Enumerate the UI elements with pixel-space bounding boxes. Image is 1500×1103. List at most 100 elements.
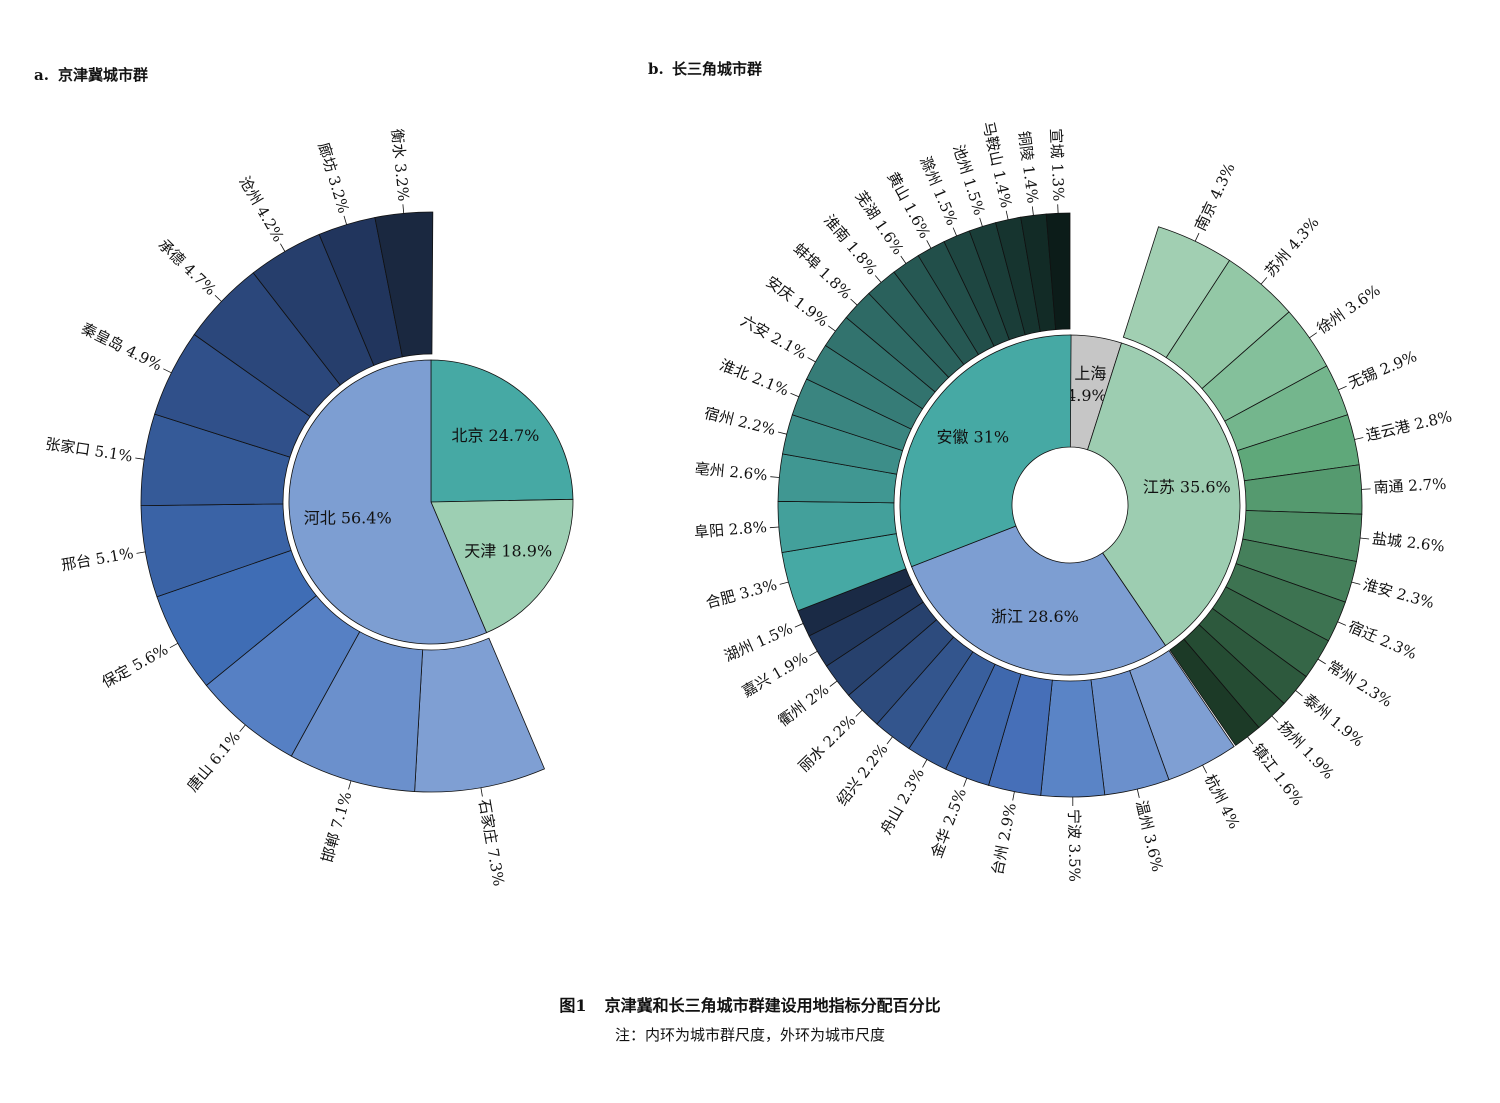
leader-line-e88a9ce6b996	[900, 255, 907, 264]
outer-label-e79fb3e5aeb6e5ba84: 石家庄 7.3%	[475, 798, 508, 888]
leader-line-e59088e882a5	[779, 581, 789, 585]
leader-line-e6b3b0e5b79e	[1295, 690, 1303, 697]
outer-label-e5b8b8e5b79e: 常州 2.3%	[1324, 657, 1395, 711]
outer-label-e6b7aee5ae89: 淮安 2.3%	[1361, 576, 1436, 613]
leader-line-e98791e58d8e	[963, 777, 968, 787]
leader-line-e6b2a7e5b79e	[280, 243, 286, 252]
leader-line-e69dade5b79e	[1202, 765, 1208, 774]
panel-a-sunburst: a. 京津冀城市群 北京 24.7% 天津 18.9% 河北 56.4% 石家庄 7.…	[34, 66, 574, 888]
outer-label-e69dade5b79e: 杭州 4%	[1201, 771, 1244, 831]
outer-slice-e5aea3e59f8e	[1045, 212, 1071, 331]
leader-line-e5aebfe8bf81	[1337, 621, 1347, 626]
outer-label-e9939ce999b5: 铜陵 1.4%	[1015, 130, 1042, 205]
inner-slice-e6b599e6b19f	[911, 525, 1167, 676]
leader-line-e58d97e4baac	[1194, 232, 1200, 242]
leader-line-e79fb3e5aeb6e5ba84	[480, 787, 483, 797]
outer-label-e59490e5b1b1: 唐山 6.1%	[183, 728, 243, 796]
leader-line-e9bb84e5b1b1	[926, 240, 932, 249]
outer-label-e7bb8de585b4: 绍兴 2.2%	[833, 740, 892, 809]
leader-line-e8a1a1e6b0b4	[402, 204, 405, 214]
outer-label-e4bf9de5ae9a: 保定 5.6%	[99, 640, 171, 691]
figure-caption-title: 京津冀和长三角城市群建设用地指标分配百分比	[604, 996, 941, 1015]
leader-line-e99587e6b19f	[1247, 736, 1254, 745]
outer-label-e9a9ace99e8de5b1b1: 马鞍山 1.4%	[979, 120, 1015, 210]
outer-label-e8889fe5b1b1: 舟山 2.3%	[877, 765, 928, 837]
outer-label-e6b7aee58c97: 淮北 2.1%	[717, 356, 791, 400]
leader-line-e8bf9ee4ba91e6b8af	[1354, 437, 1364, 440]
leader-line-e6bb81e5b79e	[952, 227, 957, 237]
inner-label-e5a4a9e6b4a5: 天津 18.9%	[464, 542, 552, 561]
leader-line-e88b8fe5b79e	[1260, 277, 1268, 285]
leader-line-e6b996e5b79e	[794, 623, 804, 628]
outer-label-e59088e882a5: 合肥 3.3%	[704, 576, 779, 613]
leader-line-e5ae89e5ba86	[827, 325, 836, 332]
outer-label-e5ae81e6b3a2: 宁波 3.5%	[1065, 809, 1084, 882]
leader-line-e7bb8de585b4	[886, 736, 893, 745]
outer-label-e88b8fe5b79e: 苏州 4.3%	[1261, 213, 1322, 280]
outer-label-e697a0e994a1: 无锡 2.9%	[1345, 347, 1419, 392]
outer-label-e58fb0e5b79e: 台州 2.9%	[988, 801, 1020, 876]
outer-label-e982a2e58fb0: 邢台 5.1%	[60, 544, 135, 574]
leader-line-e89a8ce59fa0	[850, 298, 858, 306]
panel-a-title: 京津冀城市群	[58, 66, 148, 84]
panel-a-label: a.	[34, 66, 49, 84]
leader-line-e5aebfe5b79e	[777, 431, 787, 435]
leader-line-e982afe983b8	[348, 780, 352, 790]
inner-slice-e5a4a9e6b4a5	[430, 498, 574, 634]
outer-label-e8bf9ee4ba91e6b8af: 连云港 2.8%	[1364, 407, 1454, 444]
outer-label-e8a1a1e6b0b4: 衡水 3.2%	[388, 128, 413, 202]
outer-label-e8a1a2e5b79e: 衢州 2%	[775, 680, 833, 730]
outer-label-e5bb8ae59d8a: 廊坊 3.2%	[314, 140, 352, 215]
panel-b-title: 长三角城市群	[672, 60, 762, 78]
outer-slice-e79fb3e5aeb6e5ba84	[414, 637, 546, 793]
leader-line-e5bb8ae59d8a	[343, 215, 347, 225]
inner-slice-e5ae89e5bebd	[899, 334, 1072, 568]
leader-line-e4bf9de5ae9a	[169, 642, 178, 649]
outer-label-e5bca0e5aeb6e58fa3: 张家口 5.1%	[44, 435, 134, 466]
leader-line-e4b8bde6b0b4	[855, 709, 863, 717]
outer-slice-e8a1a1e6b0b4	[374, 211, 434, 358]
leader-line-e5b8b8e5b79e	[1317, 658, 1326, 665]
leader-line-e9939ce999b5	[1031, 206, 1034, 216]
outer-label-e5aebfe5b79e: 宿州 2.2%	[702, 404, 777, 439]
leader-line-e6b7aee58c97	[790, 392, 799, 398]
outer-label-e58d97e9809a: 南通 2.7%	[1373, 475, 1447, 497]
leader-line-e689ace5b79e	[1271, 715, 1279, 723]
panel-b-sunburst: b. 长三角城市群 上海 4.9% 江苏 35.6% 浙江 28.6% 安徽 31% 南京…	[648, 60, 1454, 882]
figure-number: 图1	[559, 996, 587, 1015]
outer-label-e4b8bde6b0b4: 丽水 2.2%	[795, 711, 860, 775]
inner-slice-e58c97e4baac	[430, 359, 574, 503]
outer-label-e6b2a7e5b79e: 沧州 4.2%	[235, 173, 287, 245]
leader-line-e6b7aee5ae89	[1351, 581, 1361, 585]
leader-line-e585ade5ae89	[807, 357, 816, 363]
leader-line-e59490e5b1b1	[239, 724, 246, 733]
panel-b-label: b.	[648, 60, 664, 78]
inner-label-e6b599e6b19f: 浙江 28.6%	[991, 607, 1079, 626]
leader-line-e4bab3e5b79e	[770, 476, 780, 478]
leader-line-e9a9ace99e8de5b1b1	[1005, 210, 1009, 220]
leader-line-e697a0e994a1	[1338, 385, 1347, 391]
leader-line-e689bfe5beb7	[214, 295, 222, 302]
leader-line-e7a7a6e79a87e5b29b	[163, 368, 172, 374]
outer-label-e5aebfe8bf81: 宿迁 2.3%	[1345, 617, 1419, 663]
inner-slice-e6b19fe88b8f	[1087, 342, 1241, 647]
leader-line-e8889fe5b1b1	[922, 759, 928, 768]
outer-label-e59889e585b4: 嘉兴 1.9%	[739, 649, 811, 701]
leader-line-e6b7aee58d97	[874, 275, 882, 283]
outer-label-e98791e58d8e: 金华 2.5%	[927, 786, 970, 861]
inner-label-e58c97e4baac: 北京 24.7%	[451, 426, 539, 445]
outer-label-e5aea3e59f8e: 宣城 1.3%	[1047, 128, 1068, 202]
figure-caption: 图1 京津冀和长三角城市群建设用地指标分配百分比	[0, 992, 1500, 1016]
leader-line-e6b1a0e5b79e	[979, 217, 983, 227]
leader-line-e5bca0e5aeb6e58fa3	[135, 457, 145, 460]
outer-label-e585ade5ae89: 六安 2.1%	[738, 312, 810, 363]
inner-label-e5ae89e5bebd: 安徽 31%	[936, 428, 1009, 447]
inner-label-e4b88ae6b5b7-value: 4.9%	[1066, 386, 1107, 405]
outer-slice-e99587e6b19f	[1169, 638, 1260, 747]
outer-label-e79b90e59f8e: 盐城 2.6%	[1371, 529, 1445, 555]
outer-label-e982afe983b8: 邯郸 7.1%	[318, 790, 355, 865]
inner-label-e6b19fe88b8f: 江苏 35.6%	[1143, 478, 1231, 497]
outer-label-e5be90e5b79e: 徐州 3.6%	[1314, 281, 1384, 337]
outer-label-e9989ce998b3: 阜阳 2.8%	[693, 518, 767, 541]
